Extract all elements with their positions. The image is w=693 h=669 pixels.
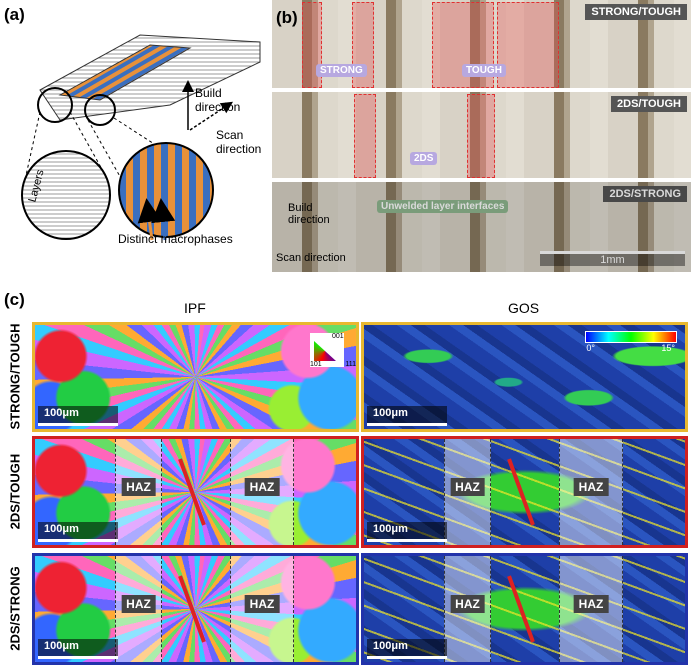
row-label: STRONG/TOUGH: [7, 323, 23, 430]
micrograph-strip: 2DS 2DS/TOUGH: [272, 92, 691, 178]
region-box: [354, 94, 376, 178]
haz-label: HAZ: [450, 477, 485, 496]
haz-label: HAZ: [450, 594, 485, 613]
haz-label: HAZ: [244, 594, 280, 613]
haz-label: HAZ: [121, 477, 156, 496]
micrograph-strip: STRONG TOUGH STRONG/TOUGH: [272, 0, 691, 88]
gos-map: 100μm 0° 15°: [361, 322, 688, 432]
deformation-arrow: [507, 458, 535, 526]
haz-region: HAZ: [444, 556, 491, 662]
scale-bar: 100μm: [367, 406, 447, 426]
haz-label: HAZ: [121, 594, 156, 613]
scale-bar: 100μm: [38, 406, 118, 426]
haz-region: HAZ: [559, 439, 623, 545]
ipf-map: HAZ HAZ 100μm: [32, 436, 359, 548]
colorbar-label: 15°: [661, 343, 675, 353]
region-box: [467, 94, 495, 178]
ipf-key-label: 111: [345, 361, 356, 368]
scale-bar: 100μm: [367, 522, 447, 542]
strip-title: 2DS/STRONG: [603, 186, 687, 202]
deformation-arrow: [178, 575, 206, 643]
gos-map: HAZ HAZ 100μm: [361, 436, 688, 548]
panel-label: (c): [4, 290, 25, 309]
scale-bar: 100μm: [38, 522, 118, 542]
region-tag: TOUGH: [462, 64, 506, 77]
haz-label: HAZ: [573, 594, 609, 613]
strip-title: 2DS/TOUGH: [611, 96, 687, 112]
gos-map: HAZ HAZ 100μm: [361, 553, 688, 665]
build-direction: Build direction: [195, 86, 241, 114]
build-direction: Build direction: [288, 202, 330, 226]
column-title: GOS: [508, 300, 540, 316]
ipf-key-label: 001: [332, 333, 344, 340]
ipf-key-label: 101: [310, 361, 322, 368]
macrophases-label: Distinct macrophases: [118, 232, 233, 246]
haz-region: HAZ: [115, 439, 162, 545]
micrograph-strip: Unwelded layer interfaces 2DS/STRONG Bui…: [272, 182, 691, 272]
panel-a: (a): [4, 5, 261, 241]
column-title: IPF: [184, 300, 206, 316]
ipf-key: 001 101 111: [310, 333, 356, 368]
row-label: 2DS/STRONG: [7, 566, 23, 651]
colorbar-label: 0°: [586, 343, 595, 353]
scale-bar: 1mm: [540, 251, 685, 266]
scale-bar: 100μm: [38, 639, 118, 659]
region-box: [497, 2, 559, 88]
zoom-circle: [37, 87, 73, 123]
haz-region: HAZ: [115, 556, 162, 662]
ipf-triangle: [314, 341, 336, 361]
haz-label: HAZ: [573, 477, 609, 496]
scan-direction: Scan direction: [216, 128, 262, 156]
layers-circle: [21, 150, 111, 240]
haz-region: HAZ: [230, 439, 294, 545]
region-tag: STRONG: [316, 64, 367, 77]
zoom-circle: [84, 94, 116, 126]
scale-bar: 100μm: [367, 639, 447, 659]
deformation-arrow: [178, 458, 206, 526]
colorbar: [585, 331, 677, 343]
haz-region: HAZ: [559, 556, 623, 662]
strip-title: STRONG/TOUGH: [585, 4, 687, 20]
deformation-arrow: [507, 575, 535, 643]
panel-label: (a): [4, 5, 25, 24]
ipf-map: HAZ HAZ 100μm: [32, 553, 359, 665]
stripe-bar: [58, 44, 192, 101]
region-tag: Unwelded layer interfaces: [377, 200, 509, 213]
ipf-map: 100μm 001 101 111: [32, 322, 359, 432]
haz-region: HAZ: [230, 556, 294, 662]
panel-label: (b): [276, 8, 298, 27]
haz-label: HAZ: [244, 477, 280, 496]
scan-direction: Scan direction: [276, 252, 346, 264]
region-tag: 2DS: [410, 152, 438, 165]
haz-region: HAZ: [444, 439, 491, 545]
row-label: 2DS/TOUGH: [7, 453, 23, 530]
macrophase-circle: [118, 142, 214, 238]
